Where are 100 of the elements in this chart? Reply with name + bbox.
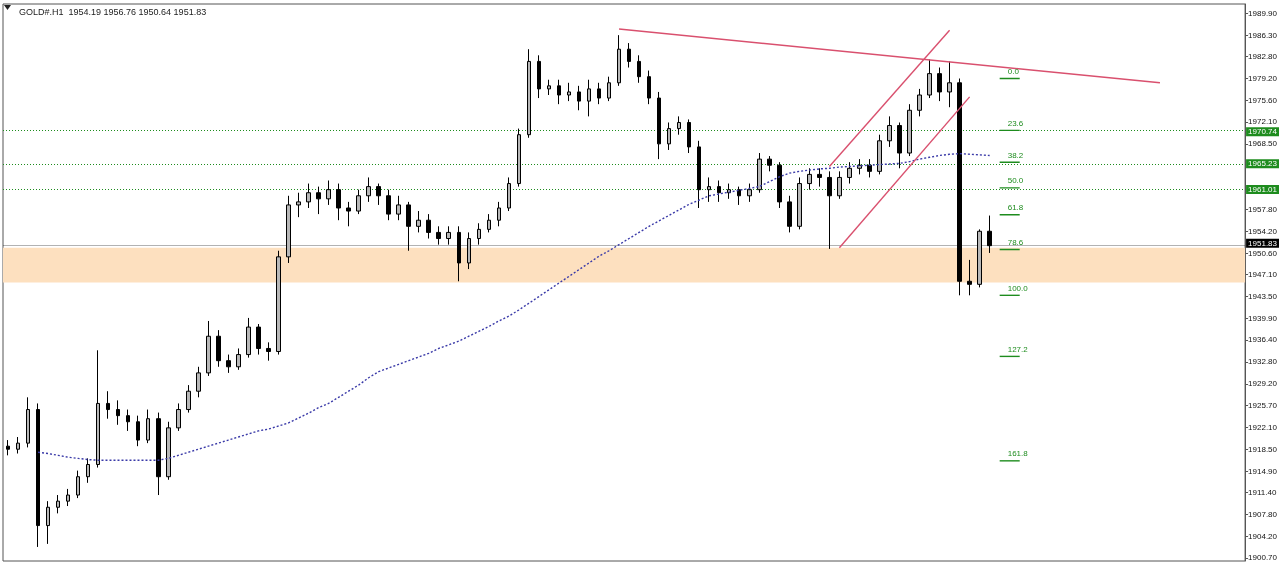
candlestick [717, 180, 721, 203]
candlestick [186, 384, 191, 414]
y-tick-label: 1929.20 [1248, 379, 1278, 389]
candlestick [867, 158, 872, 178]
candlestick [256, 323, 261, 356]
candlestick [336, 183, 341, 221]
candlestick [326, 180, 331, 206]
candlestick [967, 259, 972, 296]
candlestick [737, 186, 741, 206]
candlestick [356, 189, 361, 215]
candlestick [527, 48, 531, 139]
line-series [37, 152, 991, 461]
candlestick [757, 152, 762, 194]
y-tick-label: 1972.10 [1248, 117, 1278, 127]
candlestick [146, 409, 150, 444]
candlestick [266, 341, 271, 362]
y-tick-label: 1936.40 [1248, 335, 1278, 345]
candlestick [467, 231, 471, 270]
y-tick-label: 1900.70 [1248, 553, 1278, 563]
candlestick [376, 183, 381, 206]
series-label: 61.8 [1007, 203, 1024, 213]
series-label: 50.0 [1007, 176, 1024, 186]
y-tick-label: 1986.30 [1248, 30, 1278, 40]
candlestick [677, 115, 681, 136]
candlestick [176, 402, 181, 432]
candlestick [366, 176, 371, 203]
candlestick [607, 76, 611, 102]
candlestick [567, 82, 571, 102]
candlestick [857, 158, 862, 175]
candlestick [136, 415, 140, 447]
candlestick [907, 103, 912, 157]
y-tick-label: 1957.80 [1248, 204, 1278, 214]
ref-line-label: 1970.74 [1248, 127, 1278, 137]
candlestick [957, 78, 962, 296]
candlestick [577, 85, 581, 111]
ref-line-label: 1951.83 [1248, 238, 1278, 248]
y-tick-label: 1943.50 [1248, 292, 1278, 302]
candlestick [917, 88, 922, 117]
candlestick [86, 457, 90, 484]
candlestick [587, 79, 591, 117]
candlestick [406, 201, 411, 252]
candlestick [76, 470, 80, 499]
candlestick [106, 390, 110, 420]
candlestick [206, 320, 211, 377]
candlestick [877, 134, 882, 175]
candlestick [156, 412, 161, 496]
candlestick [396, 195, 401, 221]
candlestick [96, 349, 100, 469]
candlestick [26, 396, 30, 448]
candlestick [66, 488, 70, 507]
candlestick [46, 500, 50, 545]
candlestick [426, 213, 431, 240]
candlestick [787, 195, 792, 233]
candlestick [286, 195, 291, 264]
y-tick-label: 1954.20 [1248, 226, 1278, 236]
candlestick [687, 118, 691, 154]
candlestick [306, 183, 311, 209]
y-tick-label: 1968.50 [1248, 139, 1278, 149]
candlestick [547, 79, 551, 96]
y-tick-label: 1982.80 [1248, 52, 1278, 62]
series-label: 161.8 [1007, 449, 1029, 459]
candlestick [557, 79, 561, 105]
candlestick [807, 167, 812, 191]
candlestick [386, 189, 391, 221]
candlestick [627, 42, 631, 69]
candlestick [617, 34, 621, 87]
y-tick-label: 1989.90 [1248, 8, 1278, 18]
y-tick-label: 1904.20 [1248, 532, 1278, 542]
candlestick [697, 140, 701, 209]
candlestick [507, 176, 511, 212]
candlestick [777, 161, 782, 209]
candlestick [36, 402, 40, 548]
candlestick [346, 201, 351, 227]
chart-title: GOLD#.H1 1954.19 1956.76 1950.64 1951.83 [19, 6, 207, 17]
candlestick [927, 59, 932, 99]
y-tick-label: 1907.80 [1248, 510, 1278, 520]
series-label: 78.6 [1007, 238, 1024, 248]
candlestick [126, 409, 130, 432]
candlestick [897, 121, 902, 169]
candlestick [837, 170, 842, 200]
candlestick [827, 170, 832, 250]
y-tick-label: 1975.60 [1248, 96, 1278, 105]
candlestick [276, 250, 281, 356]
candlestick [316, 186, 321, 215]
candlestick [767, 155, 772, 172]
series-label: 0.0 [1007, 67, 1020, 77]
candlestick [937, 67, 942, 102]
candlestick [597, 82, 601, 105]
candlestick [56, 494, 60, 514]
candlestick [436, 225, 441, 246]
candlestick [236, 347, 241, 371]
candlestick [246, 317, 251, 359]
candlestick [166, 421, 171, 481]
y-tick-label: 1918.50 [1248, 444, 1278, 454]
candlestick [847, 161, 852, 185]
candlestick [817, 167, 822, 188]
series-label: 127.2 [1007, 344, 1029, 354]
y-tick-label: 1979.20 [1248, 74, 1278, 84]
y-tick-label: 1950.60 [1248, 248, 1278, 258]
candlestick [226, 354, 231, 374]
